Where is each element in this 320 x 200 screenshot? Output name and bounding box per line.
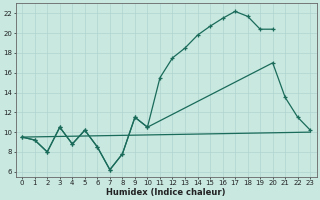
X-axis label: Humidex (Indice chaleur): Humidex (Indice chaleur) [107, 188, 226, 197]
